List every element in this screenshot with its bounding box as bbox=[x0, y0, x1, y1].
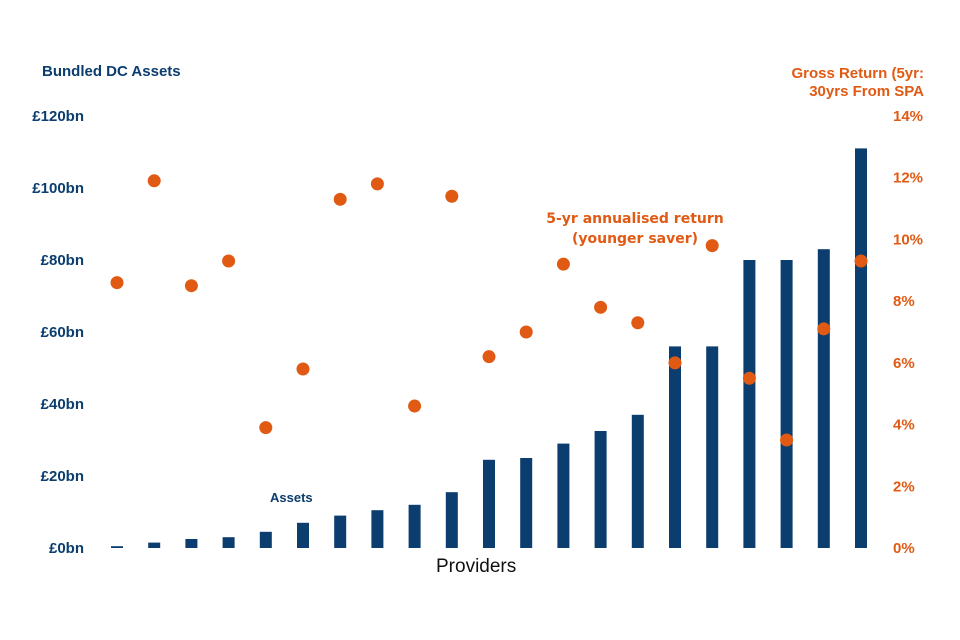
left-tick-label: £0bn bbox=[49, 540, 84, 557]
asset-bar bbox=[483, 459, 495, 548]
return-dot bbox=[594, 300, 608, 314]
return-dot bbox=[705, 239, 719, 253]
asset-bar bbox=[297, 522, 309, 548]
asset-bar bbox=[631, 414, 644, 548]
asset-bar bbox=[334, 515, 347, 548]
return-dot bbox=[780, 433, 794, 447]
asset-bar bbox=[259, 531, 272, 548]
asset-bar bbox=[371, 510, 384, 548]
asset-bar bbox=[520, 458, 533, 548]
asset-bar bbox=[743, 260, 756, 548]
return-series-annotation: 5-yr annualised return (younger saver) bbox=[540, 209, 730, 249]
return-dot bbox=[222, 254, 236, 268]
asset-bar bbox=[111, 546, 123, 548]
right-tick-label: 0% bbox=[893, 540, 915, 557]
asset-bar bbox=[706, 346, 719, 548]
return-dot bbox=[556, 257, 570, 271]
asset-bar bbox=[669, 346, 681, 548]
right-tick-label: 2% bbox=[893, 478, 915, 495]
return-annotation-line2: (younger saver) bbox=[571, 231, 699, 247]
left-tick-label: £120bn bbox=[32, 108, 84, 125]
right-axis-title-line2: 30yrs From SPA bbox=[809, 83, 924, 100]
return-dots bbox=[110, 174, 868, 447]
return-dot bbox=[184, 279, 198, 293]
return-dot bbox=[482, 350, 496, 364]
asset-bar bbox=[780, 260, 793, 548]
asset-bar bbox=[185, 539, 198, 548]
return-dot bbox=[519, 325, 533, 339]
return-dot bbox=[110, 276, 124, 290]
return-dot bbox=[854, 254, 868, 268]
asset-bar bbox=[557, 443, 570, 548]
left-axis-title: Bundled DC Assets bbox=[42, 63, 181, 80]
return-dot bbox=[333, 192, 347, 206]
left-tick-label: £40bn bbox=[41, 396, 84, 413]
return-dot bbox=[370, 177, 384, 191]
asset-bar bbox=[148, 542, 161, 548]
return-dot bbox=[445, 189, 459, 203]
asset-bar bbox=[817, 249, 830, 548]
asset-bars bbox=[111, 148, 867, 548]
return-dot bbox=[147, 174, 161, 188]
left-tick-label: £20bn bbox=[41, 468, 84, 485]
asset-bar bbox=[222, 537, 235, 548]
return-dot bbox=[296, 362, 310, 376]
right-tick-label: 8% bbox=[893, 293, 915, 310]
return-dot bbox=[259, 421, 273, 435]
right-axis-ticks: 0% 2% 4% 6% 8% 10% 12% 14% bbox=[893, 108, 923, 557]
assets-series-annotation: Assets bbox=[270, 490, 313, 505]
left-tick-label: £80bn bbox=[41, 252, 84, 269]
return-dot bbox=[668, 356, 682, 370]
right-tick-label: 10% bbox=[893, 231, 923, 248]
return-annotation-line1: 5-yr annualised return bbox=[546, 211, 724, 227]
asset-bar bbox=[594, 431, 607, 548]
right-tick-label: 4% bbox=[893, 417, 915, 434]
return-dot bbox=[408, 399, 422, 413]
right-axis-title: Gross Return (5yr: 30yrs From SPA bbox=[754, 65, 924, 101]
asset-bar bbox=[445, 492, 458, 548]
return-dot bbox=[631, 316, 645, 330]
right-axis-title-line1: Gross Return (5yr: bbox=[791, 65, 924, 82]
asset-bar bbox=[855, 148, 867, 548]
asset-bar bbox=[408, 504, 421, 548]
right-tick-label: 12% bbox=[893, 170, 923, 187]
left-axis-ticks: £0bn £20bn £40bn £60bn £80bn £100bn £120bn bbox=[32, 108, 84, 557]
left-tick-label: £100bn bbox=[32, 180, 84, 197]
x-axis-label: Providers bbox=[436, 556, 517, 577]
right-tick-label: 6% bbox=[893, 355, 915, 372]
return-dot bbox=[817, 322, 831, 336]
return-dot bbox=[742, 371, 756, 385]
right-tick-label: 14% bbox=[893, 108, 923, 125]
left-tick-label: £60bn bbox=[41, 324, 84, 341]
